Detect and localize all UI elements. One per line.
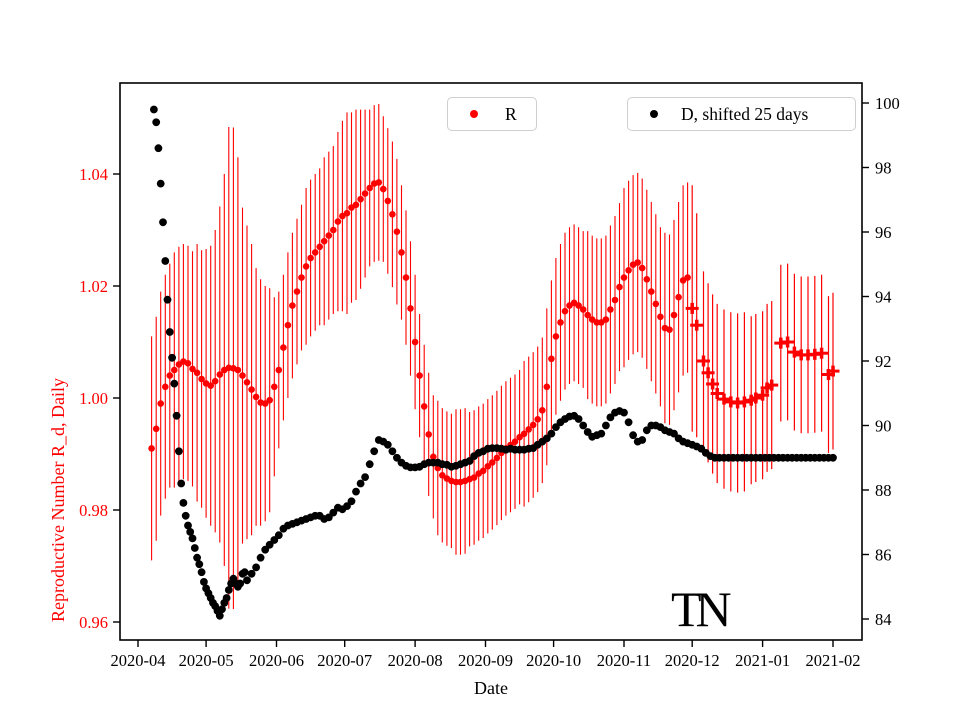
svg-text:2021-01: 2021-01 (735, 651, 790, 670)
svg-text:1.00: 1.00 (79, 389, 108, 408)
svg-text:2020-12: 2020-12 (665, 651, 720, 670)
svg-text:100: 100 (875, 94, 900, 113)
svg-text:2020-10: 2020-10 (526, 651, 581, 670)
svg-text:2020-05: 2020-05 (179, 651, 234, 670)
svg-text:94: 94 (875, 288, 892, 307)
svg-text:2021-02: 2021-02 (806, 651, 861, 670)
svg-text:96: 96 (875, 223, 892, 242)
svg-text:98: 98 (875, 159, 892, 178)
legend-r: R (447, 97, 537, 131)
legend-r-label: R (505, 103, 517, 124)
svg-text:0.98: 0.98 (79, 501, 108, 520)
svg-text:1.04: 1.04 (79, 165, 108, 184)
svg-text:2020-07: 2020-07 (317, 651, 372, 670)
svg-text:2020-09: 2020-09 (458, 651, 513, 670)
d-series-dot-icon (650, 110, 658, 118)
y-axis-label-left-text: Reproductive Number R_d, Daily (48, 378, 68, 622)
r-series-dot-icon (470, 110, 478, 118)
svg-text:92: 92 (875, 352, 892, 371)
svg-text:2020-04: 2020-04 (111, 651, 166, 670)
svg-text:2020-11: 2020-11 (597, 651, 651, 670)
legend-d: D, shifted 25 days (627, 97, 856, 131)
svg-text:86: 86 (875, 546, 892, 565)
svg-text:1.02: 1.02 (79, 277, 108, 296)
svg-text:0.96: 0.96 (79, 613, 108, 632)
state-annotation: TN (671, 581, 732, 637)
svg-text:2020-06: 2020-06 (249, 651, 304, 670)
legend-d-label: D, shifted 25 days (681, 103, 809, 124)
y-axis-label-left: Reproductive Number R_d, Daily (48, 256, 69, 622)
svg-text:88: 88 (875, 481, 892, 500)
svg-text:2020-08: 2020-08 (388, 651, 443, 670)
x-axis-label: Date (474, 678, 508, 698)
svg-text:84: 84 (875, 610, 892, 629)
svg-text:90: 90 (875, 417, 892, 436)
